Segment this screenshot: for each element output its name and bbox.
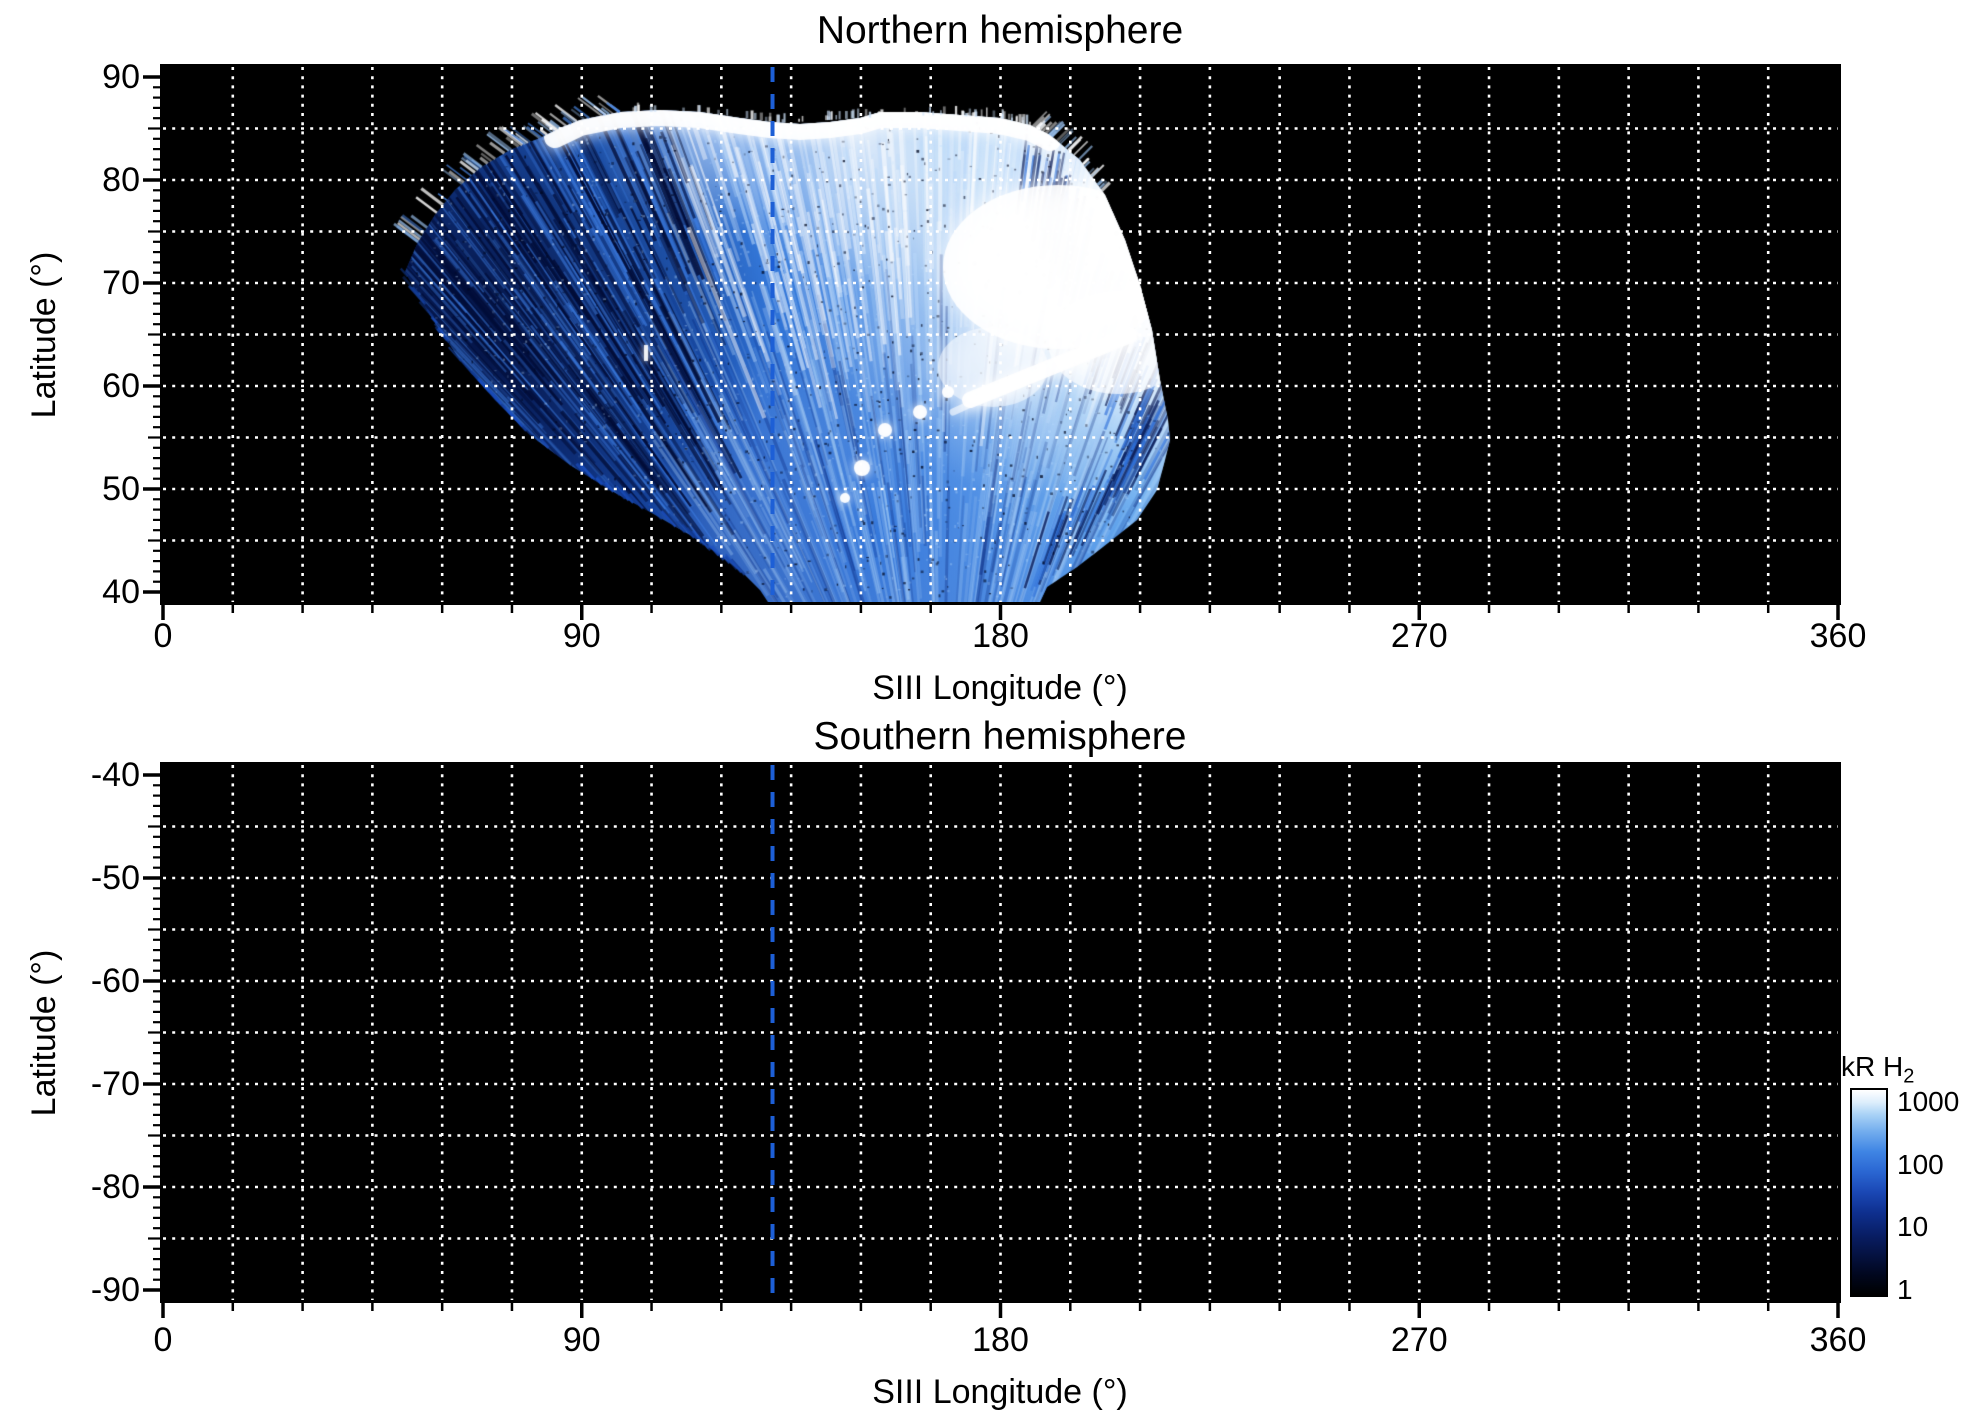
- south-x-tick-label: 90: [562, 1321, 601, 1359]
- north-x-tick-label: 270: [1390, 617, 1448, 655]
- south-plot-area: [160, 762, 1841, 1303]
- north-y-tick-label: 70: [102, 264, 140, 302]
- colorbar-gradient: [1850, 1088, 1888, 1297]
- south-y-tick-label: -70: [90, 1065, 140, 1103]
- north-panel-title: Northern hemisphere: [816, 9, 1184, 52]
- north-x-tick-label: 180: [972, 617, 1029, 655]
- south-x-tick-label: 270: [1390, 1321, 1448, 1359]
- south-y-tick-label: -60: [90, 962, 140, 1000]
- north-x-tick-label: 360: [1809, 617, 1867, 655]
- south-panel-title: Southern hemisphere: [813, 715, 1187, 758]
- south-y-tick-label: -90: [90, 1271, 140, 1309]
- north-y-tick-label: 60: [102, 367, 140, 405]
- north-y-tick-label: 40: [102, 573, 140, 611]
- colorbar-tick-label: 1: [1897, 1273, 1913, 1305]
- colorbar-tick-label: 100: [1897, 1148, 1944, 1180]
- colorbar-title: kR H2: [1841, 1050, 1914, 1088]
- colorbar-title-subscript: 2: [1903, 1065, 1915, 1088]
- north-y-tick-label: 90: [102, 58, 140, 96]
- south-x-tick-label: 360: [1809, 1321, 1867, 1359]
- north-x-tick-label: 90: [562, 617, 601, 655]
- south-y-tick-label: -80: [90, 1168, 140, 1206]
- south-y-tick-label: -50: [90, 859, 140, 897]
- colorbar-title-text: kR H: [1841, 1051, 1904, 1082]
- south-x-tick-label: 180: [972, 1321, 1029, 1359]
- north-x-axis-label: SIII Longitude (°): [872, 669, 1128, 707]
- north-y-tick-label: 80: [102, 161, 140, 199]
- north-y-tick-label: 50: [102, 470, 140, 508]
- south-y-tick-label: -40: [90, 756, 140, 794]
- colorbar-tick-label: 10: [1897, 1211, 1929, 1243]
- south-x-tick-label: 0: [153, 1321, 173, 1359]
- north-x-tick-label: 0: [153, 617, 173, 655]
- colorbar-tick-label: 1000: [1897, 1086, 1960, 1117]
- south-x-axis-label: SIII Longitude (°): [872, 1373, 1128, 1411]
- north-aurora-image: [163, 67, 1838, 602]
